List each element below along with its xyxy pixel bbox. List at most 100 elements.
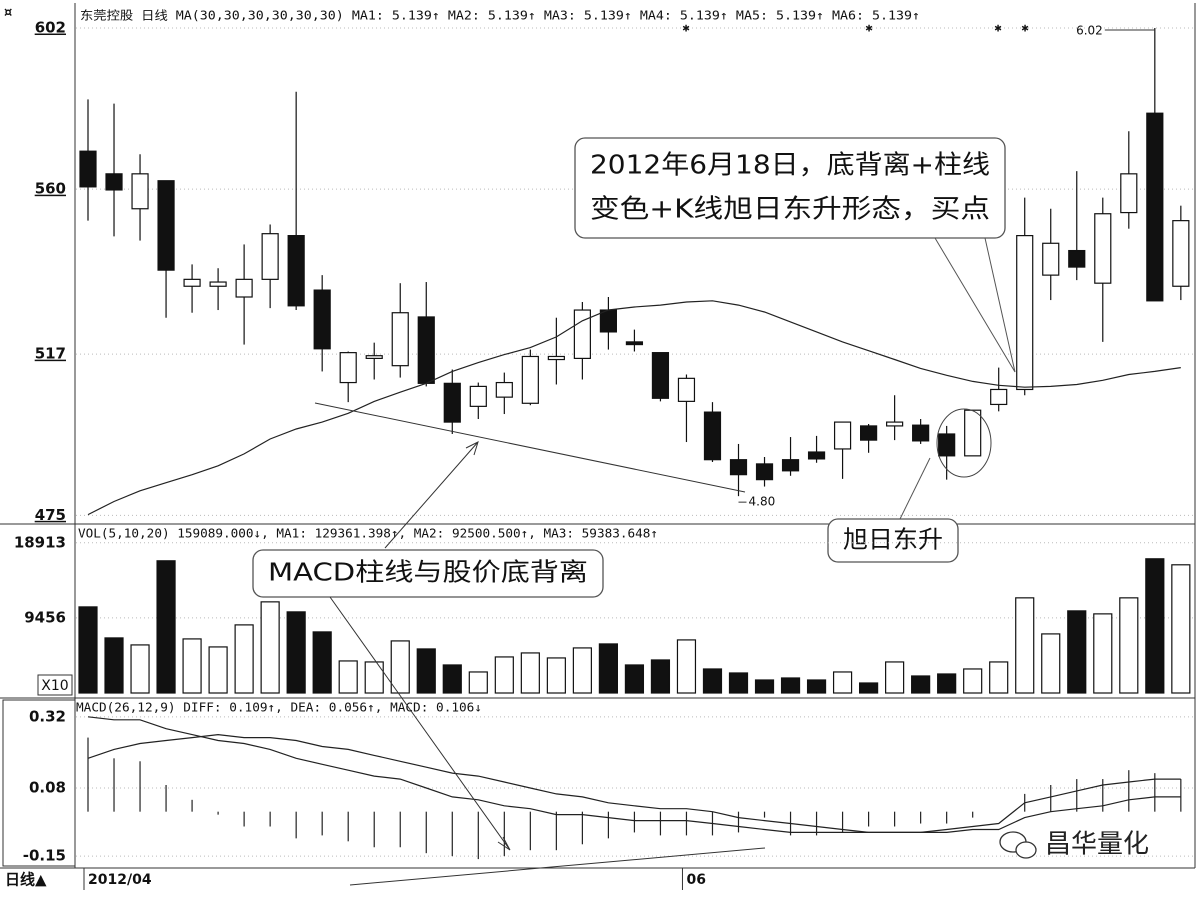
watermark: 昌华量化 [1045,830,1149,860]
volume-bar [156,560,176,694]
y-tick-label: 9456 [24,608,66,626]
volume-bar [963,668,983,694]
candle-body [781,459,800,472]
annotation-label: 6.02 [1076,24,1103,38]
candle-body [417,316,435,384]
x-tick-label: 06 [686,872,705,888]
line [87,733,1181,833]
volume-bar [494,656,514,694]
candle-body [677,377,696,402]
plot: 475 517 560 602 东莞控股 日线 MA(30,30,30,30,30,30… [4,6,1194,890]
annotation-label: 4.80 [749,495,776,509]
trend-line [349,847,766,886]
volume-bar [338,660,358,694]
volume-bar [937,673,957,694]
axis-box [2,699,76,867]
y-tick-label: 602 [35,19,66,37]
candle-body [209,281,227,287]
callout-text: 2012年6月18日，底背离+柱线 [590,151,990,181]
volume-bar [78,606,98,694]
candle-body [391,312,409,367]
unit-box [37,674,73,696]
line [87,716,1181,833]
volume-bar [390,640,410,694]
candle-body [443,382,461,423]
trend-line [314,402,746,493]
volume-bar [104,637,124,694]
candle-body [990,388,1008,406]
y-tick-label: 0.08 [29,778,66,796]
volume-bar [234,624,254,694]
volume-bar [286,611,306,694]
candle-body [755,463,774,481]
marker: ✱ [682,21,689,35]
period-label: 日线▲ [5,871,47,889]
candle-body [105,173,123,191]
candle-body [729,459,748,476]
y-tick-label: 18913 [14,533,66,551]
candle-body [859,425,878,441]
candle-body [469,385,487,407]
callout-text: 变色+K线旭日东升形态，买点 [590,195,990,225]
candle-body [261,233,279,280]
y-tick-label: -0.15 [23,847,66,865]
volume-bar [182,638,202,694]
volume-bar [546,657,566,694]
volume-bar [468,671,488,694]
volume-bar [989,661,1009,694]
pointer [899,457,931,520]
candle-body [183,278,201,287]
candle-body [1146,112,1164,302]
candle-body [625,341,644,346]
volume-bar [364,661,384,694]
volume-bar [702,668,723,694]
volume-bar [911,675,931,694]
volume-bar [754,679,775,694]
candle-body [651,352,670,399]
marker: ✱ [865,21,872,35]
callout-text: 旭日东升 [843,526,943,554]
candle-body [521,355,539,404]
line [87,300,1181,516]
candle-body [339,352,357,384]
candle-body [495,381,513,398]
candle-body [547,355,565,361]
volume-bar [1145,558,1165,694]
volume-bar [208,646,228,694]
candle-body [703,411,722,461]
volume-bar [676,639,697,694]
y-tick-label: 517 [35,345,66,363]
pointer [934,237,1016,373]
volume-bar [858,682,879,694]
callout-box [827,518,959,563]
candle-body [938,433,956,457]
candle-body [235,278,253,298]
candle-body [912,424,930,442]
callout-box [574,137,1006,239]
arrow [329,596,511,851]
volume-bar [312,631,332,694]
candle-body [287,235,305,307]
candle-body [886,421,904,427]
volume-bar [1067,610,1087,694]
volume-bar [416,648,436,694]
candle-body [79,150,97,188]
volume-bar [728,672,749,694]
candle-body [131,173,149,210]
candle-body [964,409,982,457]
callout-text: MACD柱线与股价底背离 [268,558,588,587]
candle-body [157,180,175,271]
logo [1015,841,1037,859]
candle-body [599,309,618,333]
volume-bar [520,652,540,694]
callout-box [252,549,604,598]
volume-bar [1093,613,1113,694]
volume-bar [832,671,853,694]
volume-bar [1015,597,1035,694]
arrow [384,441,479,549]
candle-body [573,309,591,359]
candle-body [1016,235,1034,391]
chart-title: VOL(5,10,20) 159089.000↓, MA1: 129361.39… [78,527,658,541]
volume-bar [885,661,905,694]
